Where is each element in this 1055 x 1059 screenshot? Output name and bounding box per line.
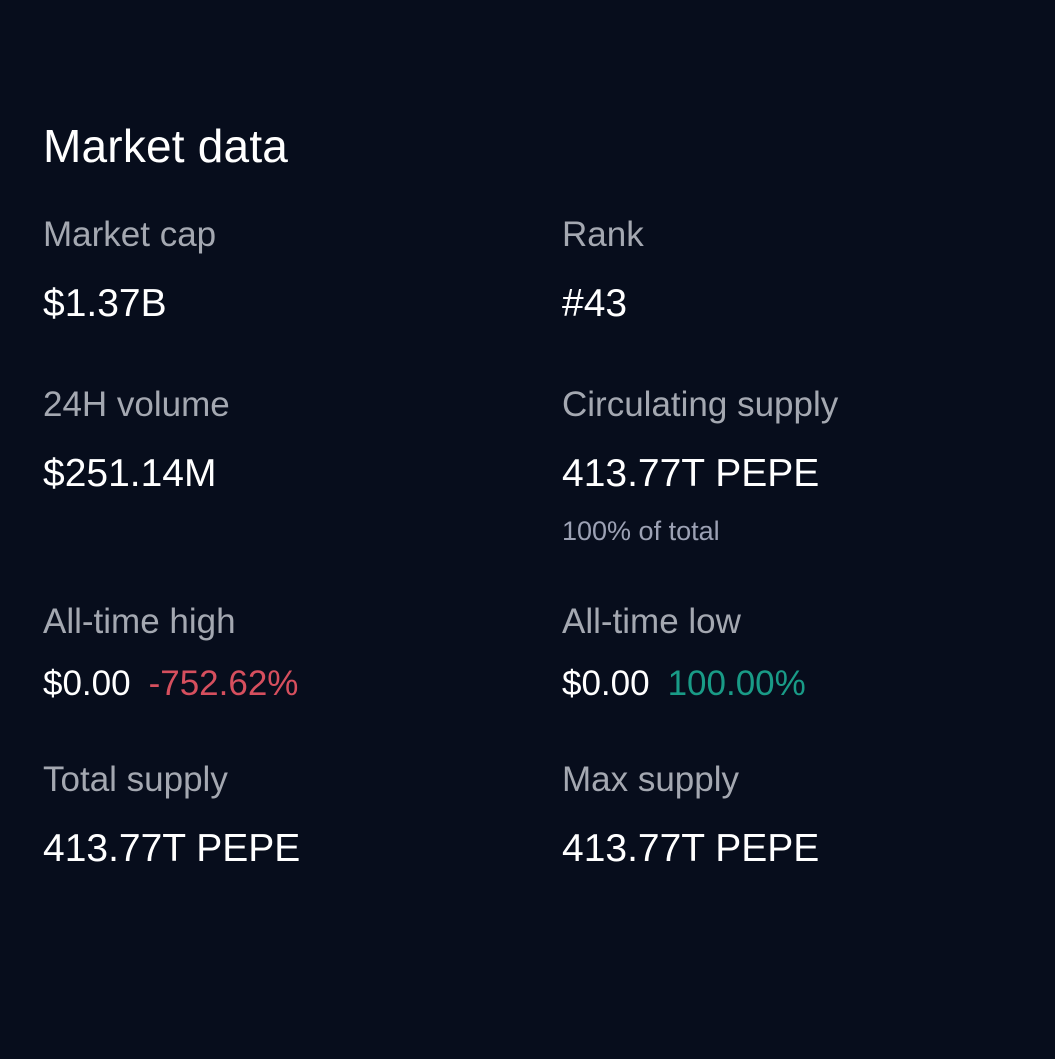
all-time-high-value: $0.00 bbox=[43, 664, 131, 703]
max-supply-value: 413.77T PEPE bbox=[562, 827, 820, 870]
all-time-high-label: All-time high bbox=[43, 602, 236, 641]
circulating-supply-value: 413.77T PEPE bbox=[562, 452, 820, 495]
rank-value: #43 bbox=[562, 282, 628, 325]
market-cap-label: Market cap bbox=[43, 215, 217, 254]
market-cap-value: $1.37B bbox=[43, 282, 167, 325]
total-supply-value: 413.77T PEPE bbox=[43, 827, 301, 870]
volume-24h-label: 24H volume bbox=[43, 385, 230, 424]
all-time-low-value: $0.00 bbox=[562, 664, 650, 703]
all-time-low-label: All-time low bbox=[562, 602, 741, 641]
rank-label: Rank bbox=[562, 215, 644, 254]
circulating-supply-note: 100% of total bbox=[562, 516, 720, 546]
all-time-high-change: -752.62% bbox=[148, 664, 299, 703]
max-supply-label: Max supply bbox=[562, 760, 740, 799]
all-time-low-row: $0.00 100.00% bbox=[562, 662, 806, 706]
all-time-low-change: 100.00% bbox=[667, 664, 806, 703]
volume-24h-value: $251.14M bbox=[43, 452, 217, 495]
circulating-supply-label: Circulating supply bbox=[562, 385, 839, 424]
all-time-high-row: $0.00 -752.62% bbox=[43, 662, 298, 706]
total-supply-label: Total supply bbox=[43, 760, 228, 799]
section-title: Market data bbox=[43, 120, 289, 172]
